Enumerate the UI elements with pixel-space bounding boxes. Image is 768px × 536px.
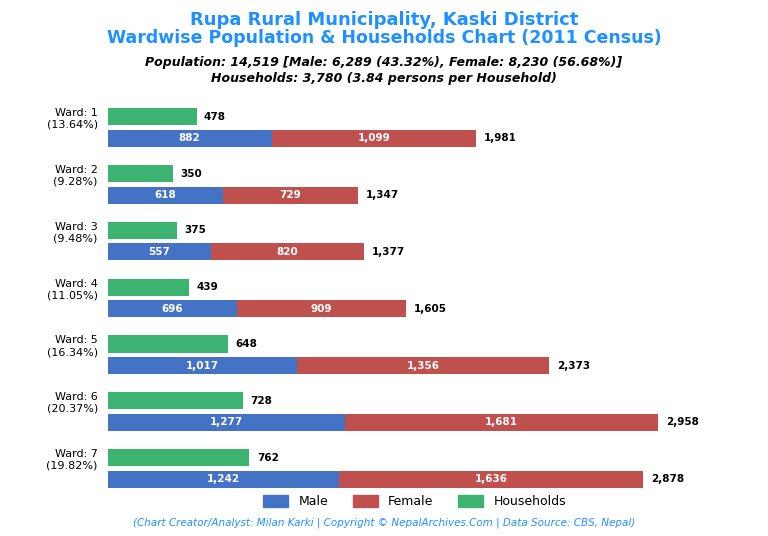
Text: 1,605: 1,605	[414, 304, 447, 314]
Text: 1,099: 1,099	[358, 133, 390, 143]
Bar	[108, 222, 177, 239]
Bar	[108, 300, 237, 317]
Bar	[108, 449, 250, 466]
Text: 729: 729	[280, 190, 301, 200]
Text: Population: 14,519 [Male: 6,289 (43.32%), Female: 8,230 (56.68%)]: Population: 14,519 [Male: 6,289 (43.32%)…	[145, 56, 623, 69]
Text: 1,356: 1,356	[406, 361, 439, 370]
Bar	[211, 243, 364, 260]
Text: 1,636: 1,636	[475, 474, 508, 484]
Bar	[108, 279, 189, 296]
Text: 1,347: 1,347	[366, 190, 399, 200]
Bar	[108, 130, 272, 147]
Text: 557: 557	[148, 247, 170, 257]
Text: 618: 618	[154, 190, 176, 200]
Text: 2,373: 2,373	[557, 361, 590, 370]
Text: 1,681: 1,681	[485, 418, 518, 427]
Text: (Chart Creator/Analyst: Milan Karki | Copyright © NepalArchives.Com | Data Sourc: (Chart Creator/Analyst: Milan Karki | Co…	[133, 517, 635, 528]
Bar	[223, 187, 359, 204]
Bar	[108, 165, 173, 182]
Text: 648: 648	[236, 339, 257, 349]
Text: 2,958: 2,958	[666, 418, 699, 427]
Text: 1,277: 1,277	[210, 418, 243, 427]
Text: 350: 350	[180, 168, 202, 178]
Text: 2,878: 2,878	[650, 474, 684, 484]
Text: Wardwise Population & Households Chart (2011 Census): Wardwise Population & Households Chart (…	[107, 29, 661, 48]
Bar	[297, 357, 549, 374]
Bar	[108, 357, 297, 374]
Text: 1,242: 1,242	[207, 474, 240, 484]
Bar	[108, 187, 223, 204]
Bar	[272, 130, 476, 147]
Text: 1,981: 1,981	[484, 133, 517, 143]
Text: 1,017: 1,017	[186, 361, 219, 370]
Text: 1,377: 1,377	[372, 247, 405, 257]
Bar	[108, 108, 197, 125]
Text: 820: 820	[276, 247, 299, 257]
Legend: Male, Female, Households: Male, Female, Households	[258, 490, 571, 513]
Bar	[108, 414, 346, 431]
Text: 882: 882	[179, 133, 200, 143]
Text: 762: 762	[257, 452, 279, 463]
Bar	[339, 471, 644, 488]
Text: 909: 909	[311, 304, 333, 314]
Text: 696: 696	[161, 304, 183, 314]
Text: 478: 478	[204, 111, 226, 122]
Bar	[346, 414, 658, 431]
Text: Rupa Rural Municipality, Kaski District: Rupa Rural Municipality, Kaski District	[190, 11, 578, 29]
Text: 728: 728	[250, 396, 273, 406]
Text: 439: 439	[197, 282, 218, 292]
Text: 375: 375	[185, 225, 207, 235]
Bar	[108, 471, 339, 488]
Bar	[108, 336, 228, 353]
Bar	[237, 300, 406, 317]
Bar	[108, 392, 243, 410]
Bar	[108, 243, 211, 260]
Text: Households: 3,780 (3.84 persons per Household): Households: 3,780 (3.84 persons per Hous…	[211, 72, 557, 85]
